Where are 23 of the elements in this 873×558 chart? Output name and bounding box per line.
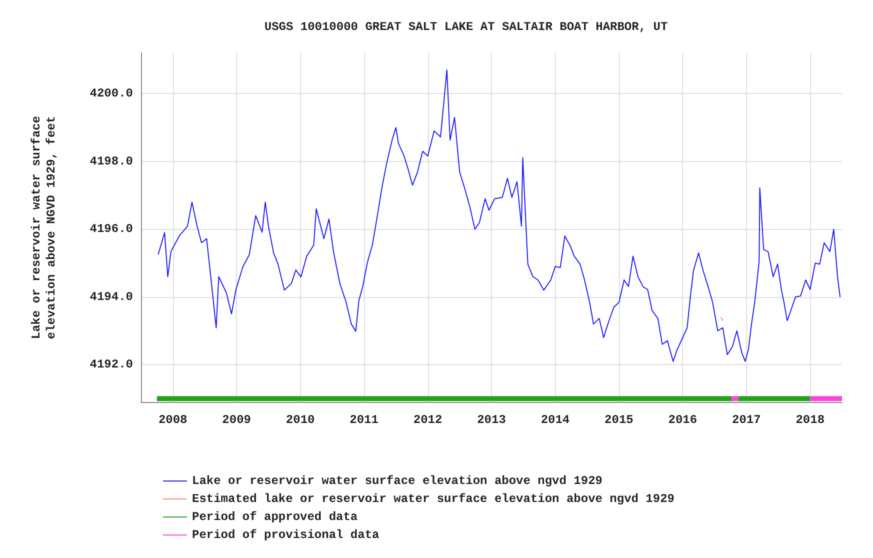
x-tick-label: 2017 (732, 413, 761, 427)
x-tick-label: 2009 (222, 413, 251, 427)
y-tick-label: 4192.0 (90, 358, 133, 372)
y-tick-label: 4200.0 (90, 86, 133, 101)
legend-label: Lake or reservoir water surface elevation above ngvd 1929 (192, 474, 602, 488)
x-tick-label: 2018 (796, 413, 825, 427)
chart-title: USGS 10010000 GREAT SALT LAKE AT SALTAIR BOAT HARBOR, UT (264, 20, 668, 34)
legend-label: Estimated lake or reservoir water surface elevation above ngvd 1929 (192, 492, 674, 506)
x-tick-label: 2013 (477, 413, 506, 427)
x-tick-label: 2014 (540, 413, 570, 427)
line-series (158, 69, 841, 362)
x-tick-label: 2008 (158, 413, 188, 427)
x-tick-label: 2010 (286, 413, 315, 427)
x-tick-label: 2012 (413, 413, 442, 427)
x-tick-label: 2016 (668, 413, 698, 427)
legend-label: Period of provisional data (192, 528, 380, 542)
x-tick-label: 2015 (604, 413, 634, 427)
y-tick-label: 4196.0 (90, 222, 133, 236)
y-axis-title: Lake or reservoir water surface elevation above NGVD 1929, feet (30, 116, 58, 340)
x-tick-label: 2011 (350, 413, 378, 427)
legend-label: Period of approved data (192, 510, 358, 524)
y-tick-label: 4198.0 (90, 154, 133, 168)
y-tick-label: 4194.0 (90, 290, 133, 304)
